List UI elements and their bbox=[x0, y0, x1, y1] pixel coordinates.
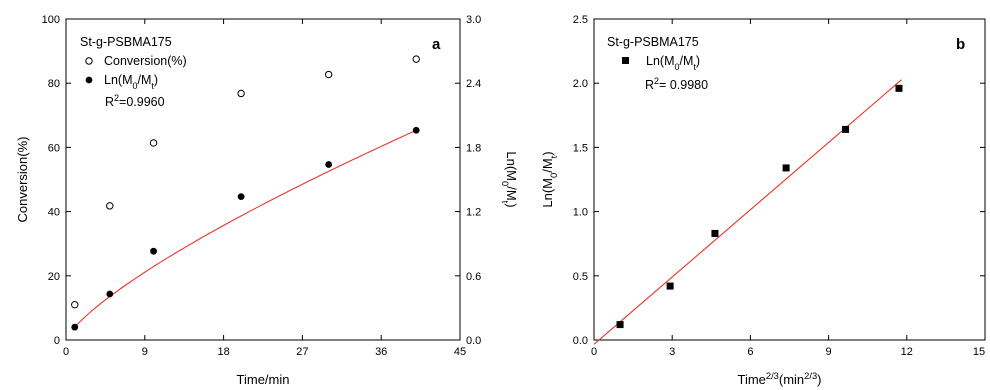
x-tick-label-b: 12 bbox=[901, 346, 913, 358]
x-tick-label-a: 9 bbox=[142, 346, 148, 358]
plot-frame-a bbox=[65, 18, 461, 341]
x-tick-label-a: 27 bbox=[296, 346, 308, 358]
x-tick-label-b: 3 bbox=[669, 346, 675, 358]
legend-label-ln-a: Ln(M0/Mt) bbox=[104, 73, 158, 91]
y-right-axis-title-a: Ln(M0/Mt) bbox=[500, 151, 519, 207]
y-tick-label-b: 0.0 bbox=[573, 335, 588, 347]
panel-letter-b: b bbox=[956, 36, 965, 53]
y-tick-label-a: 0 bbox=[54, 335, 60, 347]
x-tick-label-b: 9 bbox=[826, 346, 832, 358]
x-tick-label-a: 45 bbox=[454, 346, 466, 358]
panel-b: 0 3 6 9 12 15 0.0 0.5 1.0 1.5 2.0 2.5 Time2/3(min2/3… bbox=[540, 14, 986, 387]
data-point-conversion bbox=[106, 202, 114, 210]
data-point-ln-a bbox=[150, 247, 157, 255]
legend-marker-ln-a bbox=[85, 76, 93, 84]
panel-a: 0 9 18 27 36 45 0 20 40 60 80 100 0.0 0.6 1.2 1.8 2.4 3.0… bbox=[15, 14, 519, 387]
data-point-ln-b bbox=[842, 125, 850, 133]
data-point-conversion bbox=[71, 300, 79, 309]
y-right-tick-label-a: 1.8 bbox=[466, 142, 481, 154]
legend-marker-ln-b bbox=[622, 57, 629, 64]
data-point-conversion bbox=[237, 89, 245, 98]
x-tick-label-b: 15 bbox=[973, 346, 985, 358]
data-point-ln-a bbox=[237, 193, 245, 201]
y-axis-title-b: Ln(M0/Mt) bbox=[540, 151, 559, 207]
data-point-ln-a bbox=[412, 126, 420, 134]
data-point-ln-b bbox=[895, 84, 903, 92]
y-right-tick-label-a: 1.2 bbox=[466, 207, 481, 219]
data-point-ln-b bbox=[782, 164, 790, 172]
r-squared-b: R2= 0.9980 bbox=[645, 76, 708, 92]
data-point-conversion bbox=[324, 70, 333, 79]
y-tick-label-b: 2.5 bbox=[573, 14, 588, 26]
y-axis-title-a: Conversion(%) bbox=[15, 137, 30, 223]
data-point-ln-a bbox=[71, 323, 79, 331]
data-point-ln-b bbox=[616, 321, 624, 329]
x-tick-label-b: 6 bbox=[747, 346, 753, 358]
legend-title-b: St-g-PSBMA175 bbox=[607, 35, 699, 49]
legend-title-a: St-g-PSBMA175 bbox=[80, 35, 172, 49]
y-tick-label-a: 100 bbox=[42, 14, 60, 26]
legend-marker-conversion bbox=[85, 57, 93, 65]
data-point-ln-b bbox=[666, 282, 674, 290]
y-right-tick-label-a: 2.4 bbox=[466, 78, 481, 90]
y-tick-label-b: 1.0 bbox=[573, 207, 588, 219]
plot-frame-b bbox=[593, 18, 986, 341]
y-tick-label-a: 80 bbox=[48, 78, 60, 90]
y-tick-label-a: 40 bbox=[48, 207, 60, 219]
fit-line-b bbox=[593, 79, 902, 345]
y-right-tick-label-a: 0.6 bbox=[466, 271, 481, 283]
data-point-conversion bbox=[412, 55, 420, 63]
legend-label-conversion: Conversion(%) bbox=[104, 54, 187, 68]
data-point-ln-a bbox=[325, 161, 333, 168]
legend-label-ln-b: Ln(M0/Mt) bbox=[646, 54, 700, 72]
y-tick-label-b: 0.5 bbox=[573, 271, 588, 283]
y-right-tick-label-a: 0.0 bbox=[466, 335, 481, 347]
r-squared-a: R2=0.9960 bbox=[105, 93, 165, 109]
x-tick-label-a: 18 bbox=[217, 346, 229, 358]
panel-letter-a: a bbox=[432, 36, 441, 53]
x-axis-title-b: Time2/3(min2/3) bbox=[737, 371, 821, 387]
y-tick-label-b: 1.5 bbox=[573, 142, 588, 154]
x-axis-title-a: Time/min bbox=[237, 372, 290, 387]
y-right-tick-label-a: 3.0 bbox=[466, 14, 481, 26]
y-tick-label-a: 20 bbox=[48, 271, 60, 283]
x-tick-label-a: 36 bbox=[375, 346, 387, 358]
data-point-ln-b bbox=[711, 229, 719, 237]
fit-curve-a bbox=[74, 129, 417, 328]
x-tick-label-a: 0 bbox=[63, 346, 69, 358]
y-tick-label-b: 2.0 bbox=[573, 78, 588, 90]
data-point-ln-a bbox=[106, 290, 114, 298]
data-point-conversion bbox=[149, 139, 158, 147]
x-tick-label-b: 0 bbox=[591, 346, 597, 358]
y-tick-label-a: 60 bbox=[48, 142, 60, 154]
